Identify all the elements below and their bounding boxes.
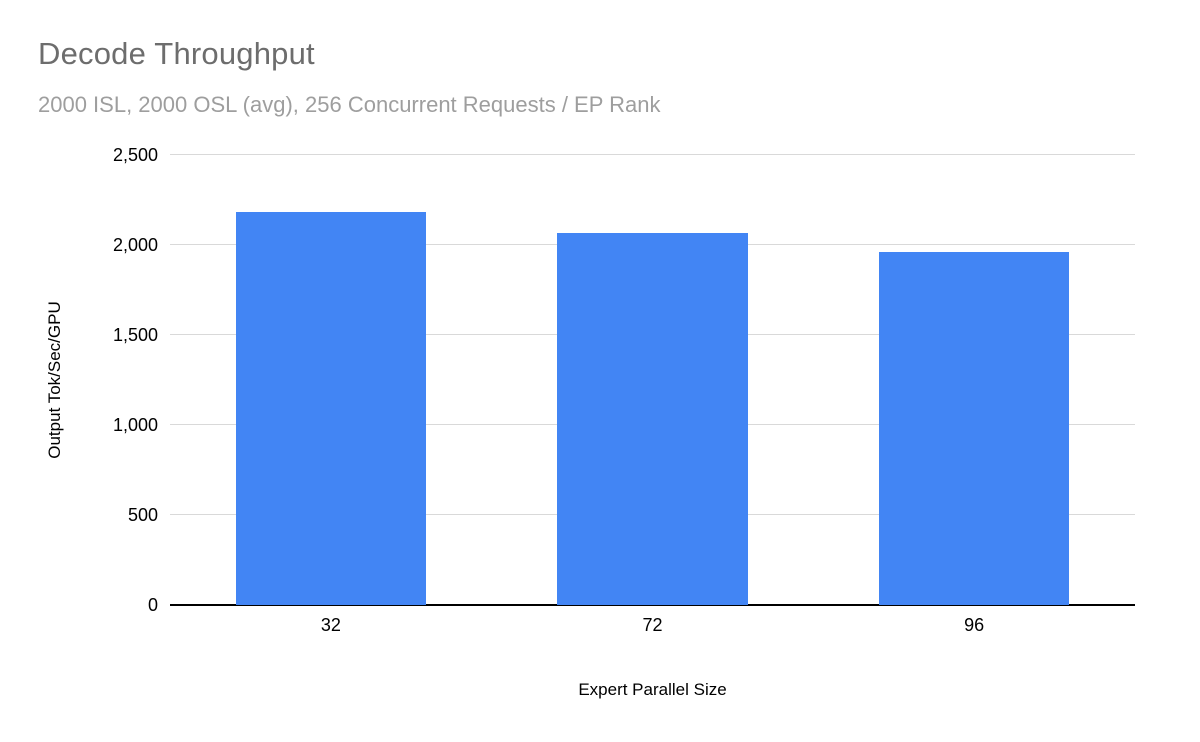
y-tick-label: 2,500 — [112, 145, 158, 165]
plot-area — [170, 154, 1135, 606]
x-axis-category-labels: 32 72 96 — [170, 615, 1135, 641]
y-tick-label: 500 — [127, 505, 158, 525]
bar-72 — [557, 232, 748, 605]
x-axis-line — [170, 604, 1135, 606]
x-axis-title: Expert Parallel Size — [578, 680, 727, 699]
x-category-label: 72 — [642, 615, 663, 635]
y-tick-label: 1,500 — [112, 325, 158, 345]
chart-subtitle: 2000 ISL, 2000 OSL (avg), 256 Concurrent… — [38, 92, 661, 117]
bar-96 — [879, 252, 1070, 605]
bar-32 — [235, 212, 426, 605]
y-tick-label: 0 — [147, 595, 158, 615]
y-axis-tick-labels: 0 500 1,000 1,500 2,000 2,500 — [0, 146, 158, 614]
x-category-label: 32 — [320, 615, 341, 635]
y-tick-label: 1,000 — [112, 415, 158, 435]
y-tick-label: 2,000 — [112, 235, 158, 255]
chart-title: Decode Throughput — [38, 36, 315, 71]
x-category-label: 96 — [964, 615, 985, 635]
gridline — [170, 154, 1135, 155]
